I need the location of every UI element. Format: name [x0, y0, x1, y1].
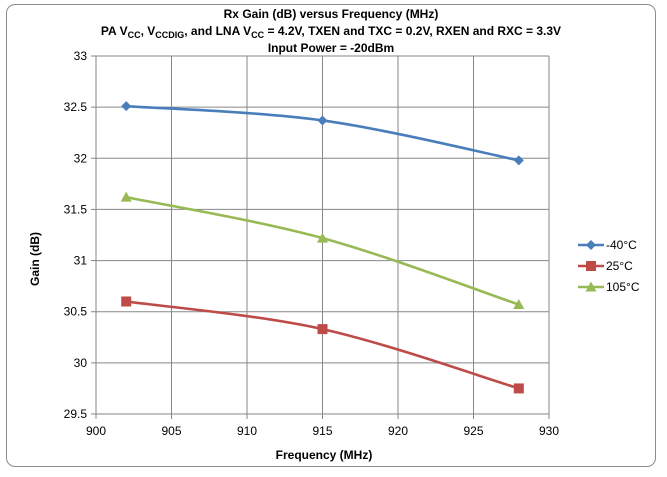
legend-item: -40°C [578, 238, 637, 252]
x-tick-label: 920 [388, 424, 408, 438]
series-1 [121, 101, 524, 166]
y-tick-label: 29.5 [64, 407, 88, 421]
chart-title-line-1: Rx Gain (dB) versus Frequency (MHz) [224, 7, 439, 21]
x-tick-label: 915 [312, 424, 332, 438]
data-point [317, 324, 328, 335]
series-2 [121, 296, 524, 394]
y-tick-label: 31 [74, 254, 88, 268]
y-tick-label: 32 [74, 151, 88, 165]
x-tick-label: 910 [237, 424, 257, 438]
legend: -40°C 25°C 105°C [578, 238, 640, 294]
data-point [513, 383, 524, 394]
chart-title-line-2: PA VCC, VCCDIG, and LNA VCC = 4.2V, TXEN… [101, 24, 561, 40]
series-3 [120, 191, 525, 310]
x-tick-label: 925 [463, 424, 483, 438]
legend-label: -40°C [606, 238, 637, 252]
series-lines [120, 101, 525, 394]
axes [91, 55, 550, 419]
y-tick-label: 31.5 [64, 202, 88, 216]
data-point [121, 296, 132, 307]
x-tick-label: 900 [86, 424, 106, 438]
data-point [513, 299, 525, 310]
legend-item: 105°C [578, 280, 640, 294]
legend-label: 105°C [606, 280, 640, 294]
legend-marker [586, 240, 596, 250]
legend-item: 25°C [578, 259, 633, 273]
chart-title: Rx Gain (dB) versus Frequency (MHz) PA V… [101, 7, 561, 55]
y-tick-label: 30 [74, 356, 88, 370]
y-tick-label: 30.5 [64, 305, 88, 319]
data-point [120, 191, 132, 202]
chart-title-line-3: Input Power = -20dBm [268, 41, 394, 55]
x-tick-label: 905 [161, 424, 181, 438]
gridlines [95, 55, 550, 415]
data-point [317, 232, 328, 243]
y-tick-label: 33 [74, 49, 88, 63]
y-tick-label: 32.5 [64, 100, 88, 114]
y-axis-title: Gain (dB) [28, 232, 42, 286]
x-axis-title: Frequency (MHz) [276, 448, 373, 462]
legend-label: 25°C [606, 259, 633, 273]
data-point [317, 115, 328, 126]
legend-marker [585, 281, 597, 292]
tick-labels: 900 905 910 915 920 925 930 29.5 30 30.5 31 31.5 32 3… [64, 49, 560, 438]
data-point [513, 155, 524, 166]
data-point [121, 101, 132, 112]
legend-marker [586, 261, 596, 271]
x-tick-label: 930 [539, 424, 559, 438]
